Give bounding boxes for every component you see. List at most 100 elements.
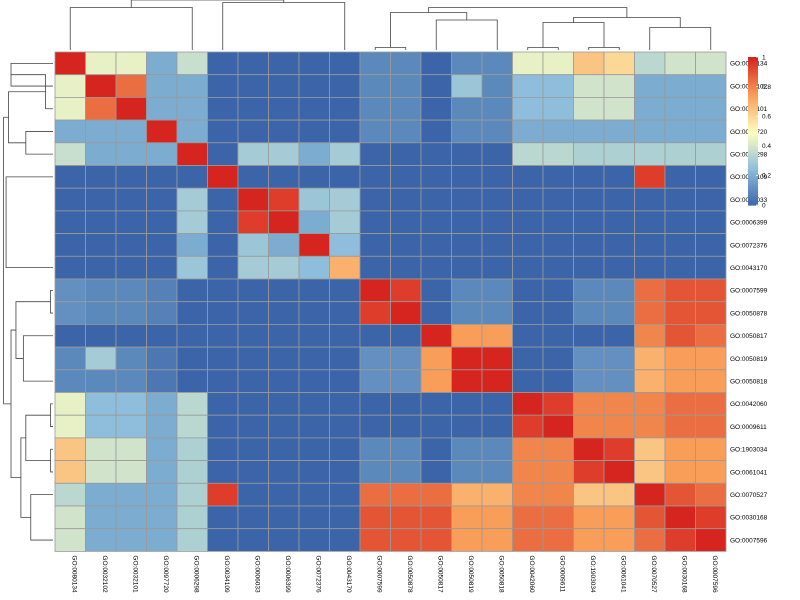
heatmap-cell: [420, 505, 452, 530]
heatmap-cell: [176, 528, 208, 552]
heatmap-cell: [603, 119, 635, 144]
heatmap-cell: [634, 119, 666, 144]
heatmap-cell: [298, 233, 330, 257]
heatmap-cell: [176, 255, 208, 280]
legend-swatch: [748, 76, 758, 80]
heatmap-cell: [512, 74, 544, 98]
heatmap-cell: [115, 414, 147, 439]
heatmap-cell: [115, 369, 147, 393]
heatmap-cell: [573, 187, 605, 212]
heatmap-cell: [390, 460, 422, 484]
legend-swatch: [748, 148, 758, 152]
heatmap-cell: [664, 255, 696, 280]
legend-swatch: [748, 200, 758, 204]
legend-swatch: [748, 165, 758, 169]
dendrogram-branch: [588, 47, 620, 50]
heatmap-cell: [664, 482, 696, 507]
heatmap-cell: [420, 210, 452, 234]
heatmap-cell: [542, 233, 574, 257]
heatmap-cell: [451, 482, 483, 507]
heatmap-cell: [329, 346, 361, 371]
heatmap-cell: [573, 301, 605, 325]
heatmap-cell: [298, 482, 330, 507]
heatmap-cell: [207, 392, 239, 416]
heatmap-cell: [542, 278, 574, 303]
heatmap-cell: [603, 346, 635, 371]
heatmap-cell: [298, 97, 330, 121]
heatmap-cell: [542, 51, 574, 76]
row-label: GO:0043170: [730, 265, 768, 272]
heatmap-cell: [54, 437, 86, 461]
heatmap-cell: [85, 460, 117, 484]
heatmap-cell: [451, 97, 483, 121]
heatmap-cell: [85, 437, 117, 461]
legend-tick-label: 0: [762, 202, 766, 209]
heatmap-cell: [268, 437, 300, 461]
heatmap-cell: [146, 165, 178, 189]
heatmap-cell: [695, 437, 727, 461]
legend-swatch: [748, 84, 758, 88]
heatmap-cell: [481, 119, 513, 144]
heatmap-cell: [54, 278, 86, 303]
heatmap-cell: [634, 528, 666, 552]
heatmap-cell: [268, 119, 300, 144]
dendrogram-branch: [69, 7, 193, 50]
heatmap-cell: [542, 460, 574, 484]
heatmap-cell: [664, 392, 696, 416]
heatmap-cell: [634, 142, 666, 166]
heatmap-cell: [207, 323, 239, 348]
heatmap-cell: [237, 278, 269, 303]
heatmap-cell: [237, 97, 269, 121]
heatmap-cell: [603, 165, 635, 189]
heatmap-cell: [634, 323, 666, 348]
heatmap-cell: [695, 74, 727, 98]
legend-swatch: [748, 133, 758, 137]
heatmap-cell: [603, 142, 635, 166]
heatmap-cell: [85, 505, 117, 530]
heatmap-cell: [695, 323, 727, 348]
heatmap-cell: [359, 323, 391, 348]
heatmap-cell: [329, 392, 361, 416]
legend-swatch: [748, 74, 758, 78]
heatmap-cell: [359, 97, 391, 121]
heatmap-cell: [451, 369, 483, 393]
heatmap-cell: [85, 301, 117, 325]
heatmap-cell: [298, 460, 330, 484]
legend-swatch: [748, 135, 758, 139]
legend-swatch: [748, 98, 758, 102]
heatmap-cell: [146, 187, 178, 212]
column-label: GO:0061041: [620, 555, 627, 593]
heatmap-cell: [329, 460, 361, 484]
heatmap-cell: [115, 528, 147, 552]
heatmap-cell: [298, 505, 330, 530]
heatmap-cell: [176, 414, 208, 439]
heatmap-cell: [664, 51, 696, 76]
heatmap-cell: [573, 255, 605, 280]
legend-swatch: [748, 197, 758, 201]
heatmap-cell: [268, 165, 300, 189]
heatmap-cell: [542, 437, 574, 461]
heatmap-cell: [359, 51, 391, 76]
heatmap-cell: [451, 74, 483, 98]
legend-swatch: [748, 118, 758, 122]
heatmap-cell: [298, 255, 330, 280]
heatmap-cell: [390, 482, 422, 507]
heatmap-cell: [573, 392, 605, 416]
heatmap-cell: [695, 482, 727, 507]
heatmap-cell: [237, 528, 269, 552]
heatmap-cell: [512, 323, 544, 348]
heatmap-cell: [420, 233, 452, 257]
heatmap-cell: [512, 414, 544, 439]
heatmap-cell: [54, 51, 86, 76]
heatmap-cell: [420, 392, 452, 416]
row-label: GO:1903034: [730, 447, 768, 454]
heatmap-cell: [329, 74, 361, 98]
heatmap-cell: [512, 392, 544, 416]
heatmap-cell: [664, 323, 696, 348]
heatmap-cell: [85, 528, 117, 552]
heatmap-cell: [451, 301, 483, 325]
heatmap-cell: [695, 255, 727, 280]
legend-swatch: [748, 143, 758, 147]
heatmap-cell: [329, 278, 361, 303]
heatmap-cell: [512, 119, 544, 144]
